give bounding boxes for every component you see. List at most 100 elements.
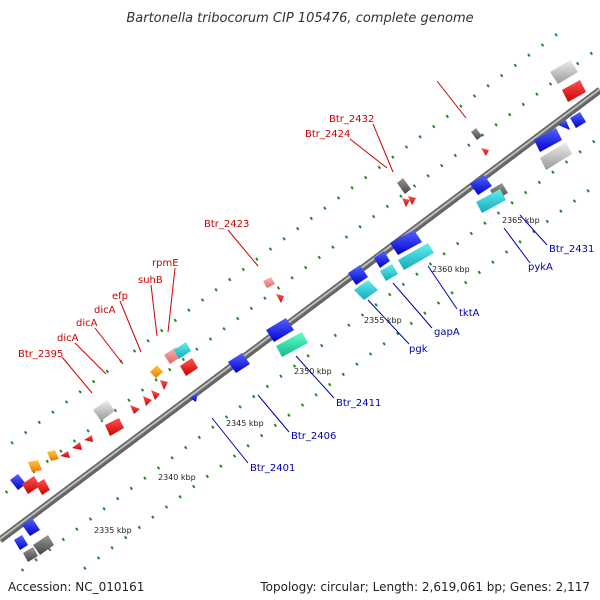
- feature-red-arrow: [72, 442, 82, 450]
- track-dot: [589, 51, 594, 56]
- track-dot: [116, 496, 120, 501]
- feature-red: [105, 418, 124, 436]
- feature-blue: [14, 535, 28, 550]
- track-dot: [45, 459, 50, 464]
- feature-blue: [534, 128, 562, 152]
- track-dot: [236, 316, 240, 321]
- track-dot: [279, 374, 283, 378]
- gene-label: tktA: [459, 308, 480, 319]
- track-dot: [436, 301, 441, 305]
- feature-cyan: [380, 264, 398, 281]
- track-dot: [222, 327, 226, 331]
- track-dot: [105, 369, 109, 374]
- track-dot: [467, 143, 471, 147]
- track-dot: [333, 333, 338, 338]
- feature-red-arrow: [160, 380, 168, 390]
- feature-blue: [10, 474, 26, 490]
- track-dot: [387, 292, 392, 297]
- track-dot: [219, 464, 223, 468]
- gene-label: suhB: [138, 275, 163, 286]
- track-dot: [259, 433, 264, 438]
- feature-orange: [150, 365, 163, 378]
- track-dot: [268, 247, 273, 251]
- track-dot: [252, 394, 256, 399]
- track-dot: [442, 252, 446, 256]
- track-dot: [173, 318, 177, 323]
- track-dot: [184, 445, 188, 450]
- feature-cyan: [476, 189, 506, 213]
- gene-label: dicA: [76, 318, 98, 329]
- track-dot: [306, 354, 310, 358]
- track-dot: [246, 444, 250, 448]
- feature-dark-grey: [23, 547, 38, 562]
- track-dot: [241, 267, 245, 272]
- track-dot: [423, 311, 427, 315]
- track-dot: [374, 303, 378, 307]
- track-dot: [341, 372, 346, 377]
- track-dot: [554, 33, 558, 37]
- track-dots: [4, 33, 596, 572]
- track-dot: [300, 403, 305, 407]
- track-dot: [292, 364, 297, 368]
- track-dot: [232, 454, 237, 458]
- feature-blue: [22, 518, 40, 536]
- track-dot: [445, 114, 450, 119]
- feature-orange: [28, 460, 42, 472]
- feature-blue: [390, 230, 422, 255]
- track-dot: [151, 515, 155, 520]
- tick-label: 2365 kbp: [502, 216, 540, 225]
- gene-label: Btr_2431: [549, 244, 594, 255]
- track-dot: [455, 241, 460, 246]
- gene-label: Btr_2432: [329, 114, 374, 125]
- track-dot: [168, 367, 172, 372]
- track-dot: [521, 102, 526, 107]
- gene-label: Btr_2411: [336, 398, 381, 409]
- feature-blue: [228, 353, 250, 373]
- gene-label: dicA: [94, 305, 116, 316]
- tick-label: 2360 kbp: [432, 265, 470, 274]
- track-dot: [195, 347, 199, 351]
- feature-dark-grey: [397, 178, 411, 194]
- feature-pink: [263, 277, 275, 288]
- track-dot: [309, 216, 314, 221]
- gene-label: gapA: [434, 327, 460, 338]
- tick-label: 2350 kbp: [294, 367, 332, 376]
- track-dot: [499, 73, 504, 78]
- track-dot: [428, 262, 433, 266]
- reverse-features: [10, 112, 586, 562]
- track-dot: [156, 466, 161, 470]
- track-dot: [450, 291, 454, 295]
- track-dot: [331, 245, 335, 249]
- track-dot: [363, 175, 368, 180]
- track-dot: [415, 272, 419, 276]
- track-dot: [453, 153, 458, 158]
- tick-label: 2345 kbp: [226, 419, 264, 428]
- track-dot: [4, 490, 9, 494]
- track-dot: [86, 429, 90, 433]
- feature-red-arrow: [481, 148, 489, 156]
- feature-red-arrow: [60, 451, 70, 458]
- track-dot: [88, 517, 93, 521]
- track-dot: [132, 349, 137, 353]
- feature-blue: [470, 175, 492, 195]
- track-dot: [494, 123, 498, 127]
- feature-red-arrow: [84, 435, 93, 442]
- track-dot: [208, 337, 213, 341]
- track-dot: [477, 270, 482, 275]
- track-dot: [205, 474, 209, 479]
- track-dot: [124, 535, 128, 540]
- track-dot: [187, 308, 191, 312]
- feature-red: [36, 479, 50, 495]
- feature-cyan: [174, 342, 191, 359]
- track-dot: [323, 206, 327, 210]
- track-dot: [360, 313, 365, 317]
- track-dot: [143, 476, 147, 480]
- track-dot: [282, 237, 286, 241]
- track-dot: [537, 180, 542, 185]
- feature-red-arrow: [408, 196, 416, 205]
- track-dot: [113, 408, 117, 413]
- track-dot: [211, 425, 215, 429]
- track-dot: [572, 199, 577, 203]
- track-dot: [78, 390, 82, 394]
